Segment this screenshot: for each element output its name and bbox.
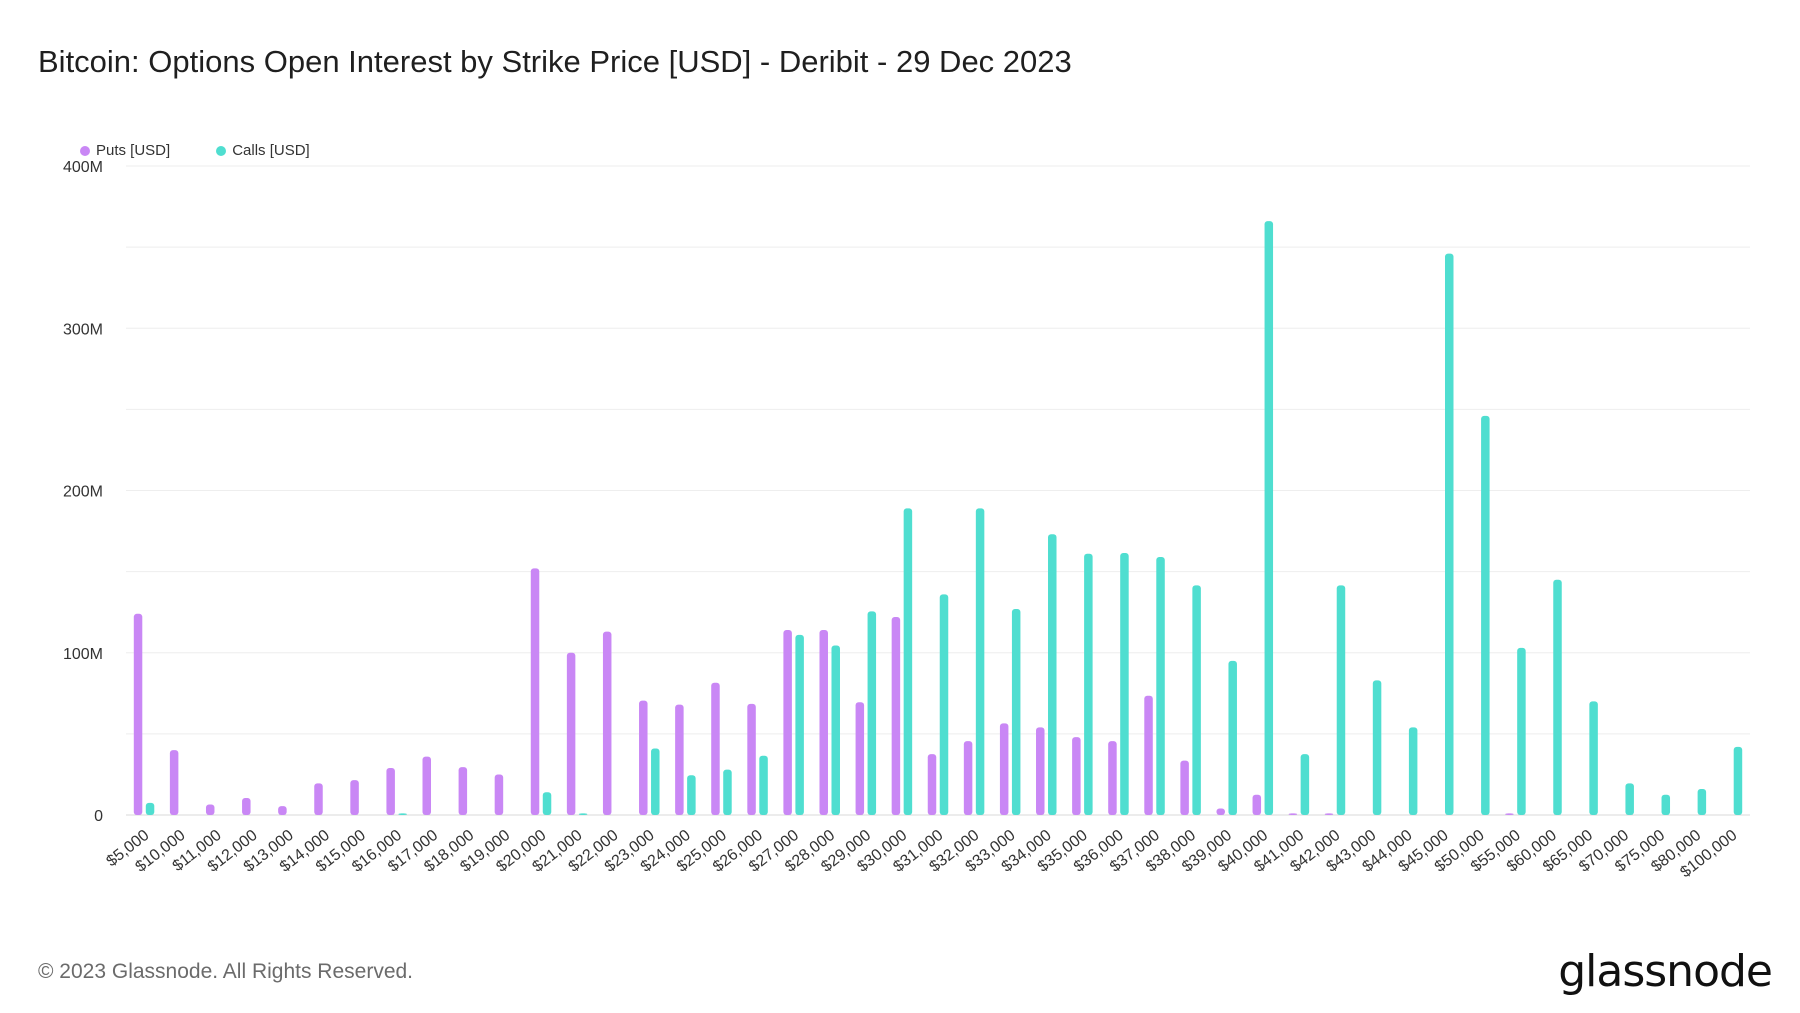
puts-bar (494, 774, 504, 815)
puts-bar (1144, 695, 1153, 815)
calls-bar (723, 769, 732, 815)
puts-bar (205, 804, 215, 815)
puts-bar (819, 630, 828, 815)
calls-bar (651, 748, 660, 815)
y-tick-label: 0 (94, 808, 103, 825)
calls-bar (939, 594, 949, 815)
puts-bar (1324, 813, 1334, 815)
y-tick-label: 200M (63, 484, 103, 501)
calls-bar (1661, 794, 1671, 815)
puts-legend-marker (80, 145, 90, 156)
calls-bar (1192, 585, 1201, 815)
puts-bar (566, 652, 576, 815)
calls-bar (1048, 534, 1057, 815)
puts-bar (639, 700, 648, 815)
calls-bar (831, 645, 840, 815)
calls-bar (1589, 701, 1598, 815)
calls-bar (145, 802, 155, 815)
puts-bar (530, 568, 540, 815)
puts-bar (783, 630, 792, 815)
calls-bar (1553, 579, 1562, 815)
puts-bar (1216, 808, 1225, 815)
puts-bar (963, 741, 973, 815)
puts-legend-label: Puts [USD] (96, 142, 171, 159)
puts-bar (675, 704, 684, 815)
puts-bar (999, 723, 1009, 815)
calls-bar (687, 775, 696, 815)
calls-bar (1084, 553, 1093, 815)
puts-bar (169, 750, 179, 815)
calls-bar (1444, 253, 1454, 816)
calls-bar (1697, 789, 1707, 815)
chart-title: Bitcoin: Options Open Interest by Strike… (38, 44, 1072, 79)
calls-bar (1408, 727, 1418, 815)
calls-bar (1733, 746, 1743, 815)
calls-bar (1300, 754, 1310, 815)
puts-bar (422, 756, 432, 815)
calls-legend-label: Calls [USD] (232, 142, 310, 159)
puts-bar (386, 767, 395, 815)
puts-bar (711, 682, 720, 815)
puts-bar (350, 780, 359, 815)
glassnode-logo: glassnode (1558, 946, 1773, 997)
calls-bar (1156, 557, 1165, 815)
puts-bar (1252, 794, 1262, 815)
legend: Puts [USD] Calls [USD] (80, 142, 310, 159)
puts-bar (133, 613, 143, 815)
puts-bar (927, 754, 937, 815)
calls-bar (1336, 585, 1346, 815)
calls-bar (1011, 608, 1021, 815)
puts-bar (1288, 813, 1298, 815)
puts-bar (1108, 741, 1117, 815)
puts-bar (747, 703, 756, 815)
calls-bar (542, 792, 552, 815)
puts-bar (602, 631, 612, 815)
y-tick-label: 400M (63, 159, 103, 176)
calls-bar (903, 508, 913, 815)
calls-bar (759, 755, 768, 815)
copyright-footer: © 2023 Glassnode. All Rights Reserved. (38, 960, 414, 983)
puts-bar (1180, 760, 1189, 815)
calls-legend-marker (216, 145, 227, 156)
puts-bar (891, 617, 901, 815)
puts-bar (855, 702, 865, 815)
y-tick-label: 300M (63, 321, 103, 338)
puts-bar (242, 797, 251, 815)
calls-bar (975, 508, 985, 815)
calls-bar (1120, 552, 1129, 815)
calls-bar (1481, 415, 1490, 815)
legend-item-calls[interactable]: Calls [USD] (216, 142, 310, 159)
calls-bar (1264, 221, 1274, 816)
calls-bar (398, 813, 407, 815)
puts-bar (458, 767, 468, 815)
calls-bar (1625, 783, 1634, 815)
puts-bar (1036, 727, 1045, 815)
calls-bar (1517, 647, 1526, 815)
calls-bar (578, 813, 588, 815)
puts-bar (1072, 737, 1081, 815)
puts-bar (314, 783, 323, 815)
calls-bar (1228, 660, 1237, 815)
puts-bar (278, 806, 287, 815)
calls-bar (795, 634, 804, 815)
calls-bar (1372, 680, 1382, 815)
puts-bar (1505, 813, 1514, 815)
calls-bar (867, 611, 877, 815)
legend-item-puts[interactable]: Puts [USD] (80, 142, 170, 159)
y-tick-label: 100M (63, 646, 103, 663)
